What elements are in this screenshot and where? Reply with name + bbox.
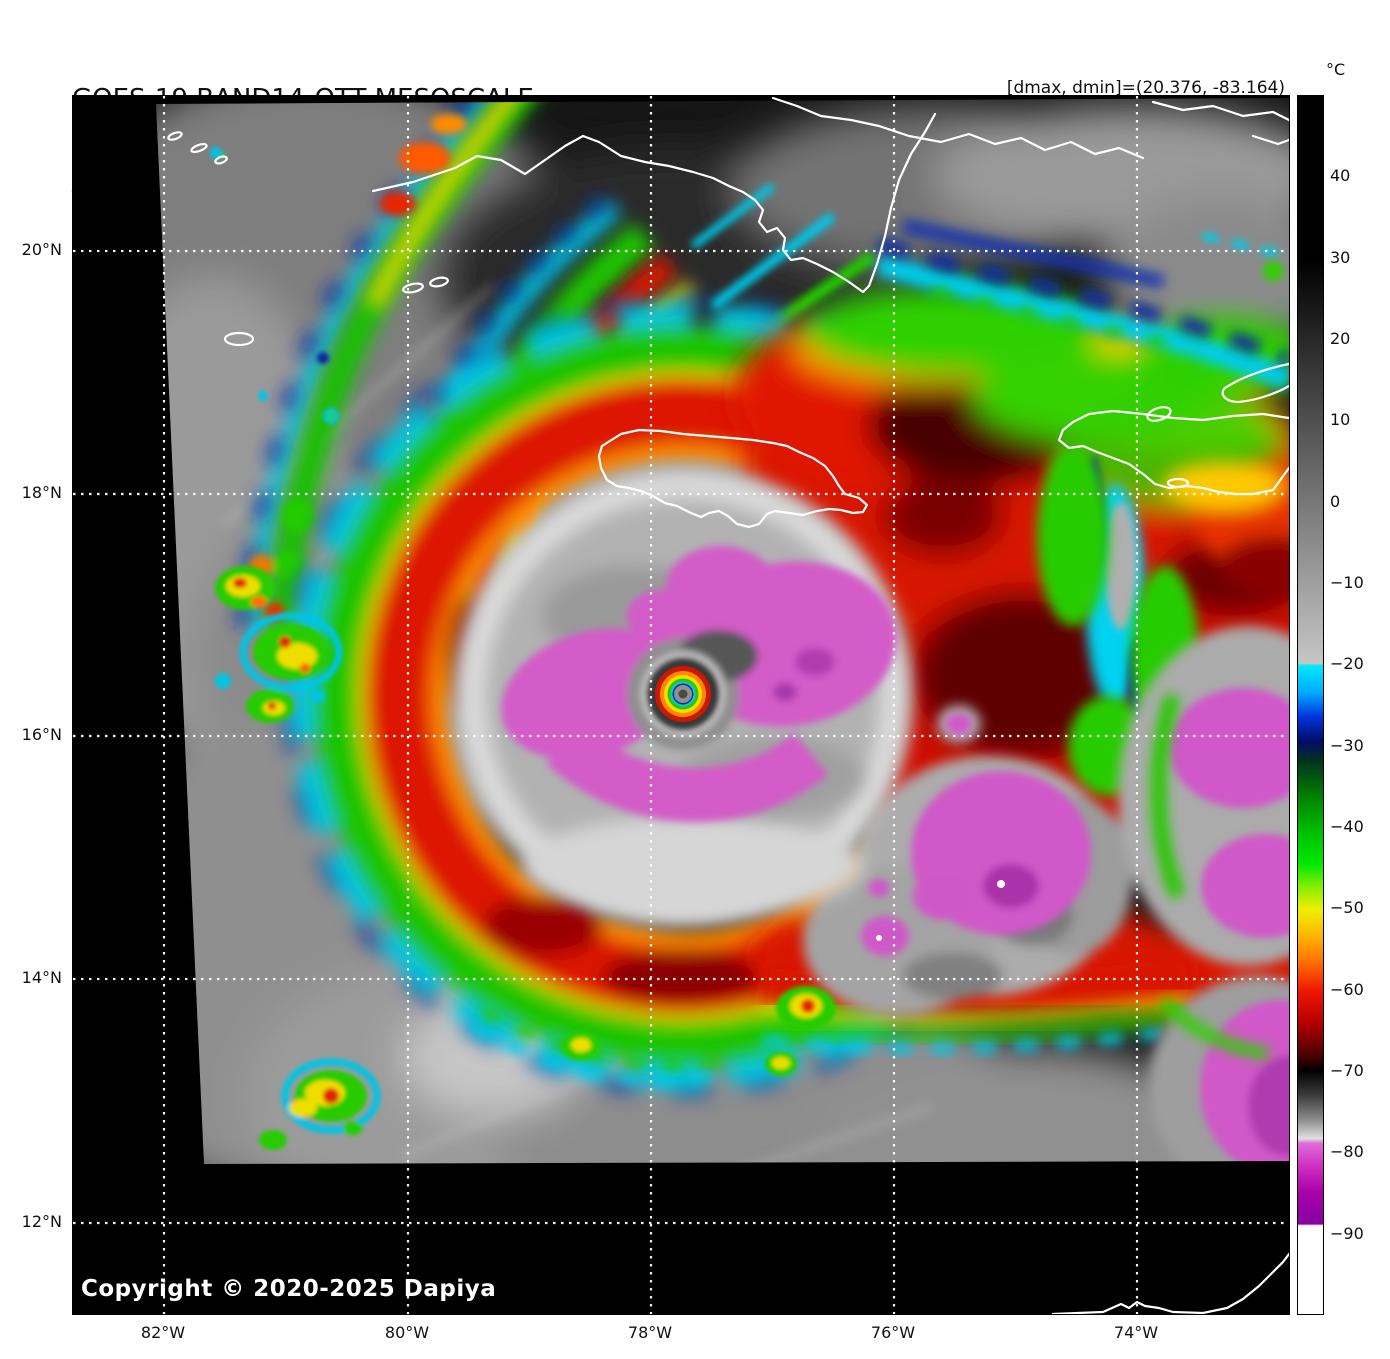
little-cayman — [402, 282, 424, 294]
lon-label-82w: 82°W — [140, 1323, 186, 1342]
colorbar-tick: −40 — [1330, 817, 1364, 836]
coastlines — [167, 96, 1289, 1314]
colorbar-tick: −70 — [1330, 1061, 1364, 1080]
colorbar-tick: −10 — [1330, 573, 1364, 592]
small-island — [1166, 477, 1190, 489]
temperature-colorbar — [1297, 95, 1324, 1315]
lat-label-14n: 14°N — [21, 968, 62, 987]
colorbar-tick: −90 — [1330, 1224, 1364, 1243]
se-cold-masses — [803, 626, 1289, 1164]
colorbar-tick: 20 — [1330, 329, 1351, 348]
bahamas-coast — [1151, 100, 1289, 122]
cayman-brac — [429, 276, 449, 288]
dmax-dmin-readout: [dmax, dmin]=(20.376, -83.164) — [1006, 78, 1285, 98]
lon-label-76w: 76°W — [870, 1323, 916, 1342]
lat-label-20n: 20°N — [21, 240, 62, 259]
hispaniola-red-patch — [1163, 461, 1289, 596]
lon-label-74w: 74°W — [1113, 1323, 1159, 1342]
topright-cyan-band — [875, 220, 1289, 391]
colorbar-tick: 10 — [1330, 410, 1351, 429]
cuba-north-coast — [771, 96, 1145, 160]
colorbar-tick: 40 — [1330, 166, 1351, 185]
jamaica-coastline — [597, 428, 869, 529]
copyright-watermark: Copyright © 2020-2025 Dapiya — [81, 1276, 497, 1302]
convective-cells — [210, 147, 836, 1150]
cay-1 — [167, 131, 183, 141]
colorbar-tick: −30 — [1330, 736, 1364, 755]
colorbar-tick: −80 — [1330, 1142, 1364, 1161]
colorbar-tick: 30 — [1330, 248, 1351, 267]
colorbar-tick: 0 — [1330, 492, 1341, 511]
lat-label-12n: 12°N — [21, 1212, 62, 1231]
satellite-imagery — [73, 96, 1289, 1314]
haiti-south-peninsula — [1057, 409, 1289, 496]
colorbar-tick: −60 — [1330, 980, 1364, 999]
haiti-north-peninsula — [1221, 362, 1289, 404]
lon-label-80w: 80°W — [384, 1323, 430, 1342]
cuba-coastline — [371, 112, 937, 294]
grand-cayman — [223, 331, 255, 347]
colorbar-tick: −50 — [1330, 898, 1364, 917]
lat-label-18n: 18°N — [21, 483, 62, 502]
colorbar-unit-label: °C — [1326, 60, 1346, 79]
gonave-island — [1146, 406, 1172, 422]
outer-rainband-nw — [236, 98, 555, 637]
satellite-map-canvas: Copyright © 2020-2025 Dapiya — [72, 95, 1290, 1315]
south-america-coast — [1051, 1252, 1289, 1314]
gridlines — [73, 96, 1289, 1314]
colorbar-tick: −20 — [1330, 654, 1364, 673]
lat-label-16n: 16°N — [21, 725, 62, 744]
magenta-cold-tops — [861, 688, 1289, 1164]
cay-2 — [190, 142, 208, 154]
data-sector — [156, 98, 1289, 1164]
cay-3 — [214, 155, 228, 165]
coast-fragment — [1251, 134, 1289, 146]
lon-label-78w: 78°W — [627, 1323, 673, 1342]
hurricane-eye — [639, 650, 727, 738]
